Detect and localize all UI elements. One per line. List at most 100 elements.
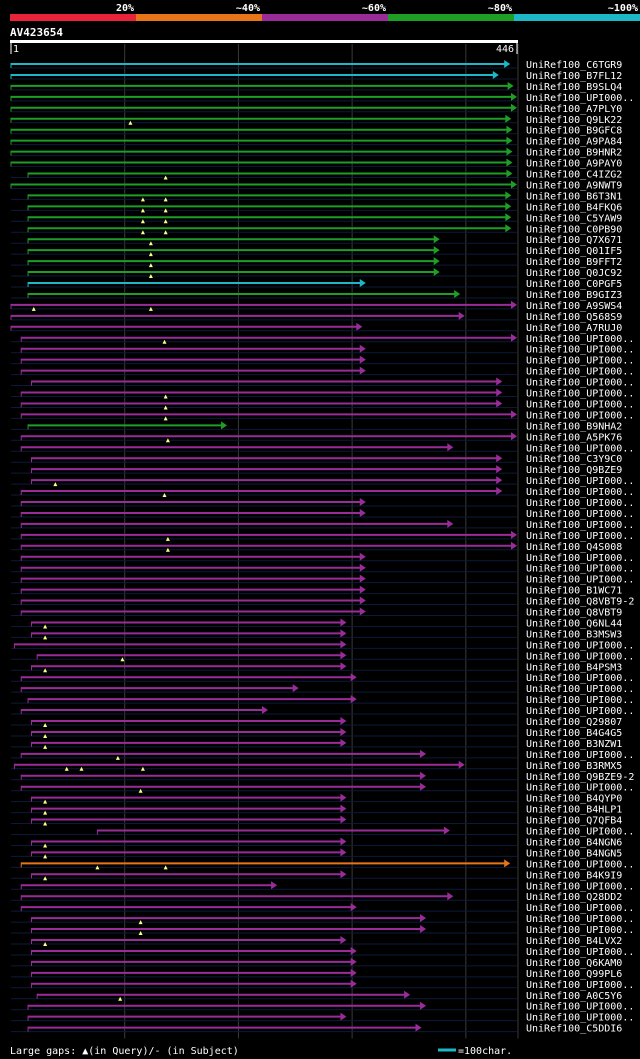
- hit-label[interactable]: UniRef100_A9PA84: [526, 137, 622, 148]
- hit-label[interactable]: UniRef100_UPI000..: [526, 356, 634, 367]
- hit-label[interactable]: UniRef100_Q9BZE9: [526, 465, 622, 476]
- hit-row[interactable]: UniRef100_UPI000..: [11, 355, 634, 367]
- hit-row[interactable]: UniRef100_UPI000..: [11, 706, 634, 717]
- hit-row[interactable]: UniRef100_UPI000..: [11, 508, 634, 520]
- hit-row[interactable]: UniRef100_UPI000..: [11, 1012, 634, 1024]
- hit-label[interactable]: UniRef100_UPI000..: [526, 378, 634, 389]
- hit-label[interactable]: UniRef100_B9NHA2: [526, 421, 622, 432]
- hit-row[interactable]: UniRef100_UPI000..: [11, 399, 634, 410]
- hit-row[interactable]: UniRef100_Q568S9: [10, 311, 622, 323]
- hit-row[interactable]: UniRef100_Q7X671: [11, 235, 622, 246]
- hit-label[interactable]: UniRef100_UPI000..: [526, 498, 634, 509]
- hit-label[interactable]: UniRef100_UPI000..: [526, 640, 634, 651]
- hit-label[interactable]: UniRef100_Q8VBT9: [526, 608, 622, 619]
- hit-label[interactable]: UniRef100_Q6KAM0: [526, 958, 622, 969]
- hit-label[interactable]: UniRef100_B3MSW3: [526, 629, 622, 640]
- hit-row[interactable]: UniRef100_B4NGN6: [11, 837, 622, 848]
- hit-label[interactable]: UniRef100_B4FKQ6: [526, 202, 622, 213]
- hit-row[interactable]: UniRef100_UPI000..: [11, 1001, 634, 1013]
- hit-label[interactable]: UniRef100_B4K9I9: [526, 870, 622, 881]
- hit-row[interactable]: UniRef100_UPI000..: [11, 749, 634, 761]
- hit-label[interactable]: UniRef100_A7PLY0: [526, 104, 622, 115]
- hit-label[interactable]: UniRef100_UPI000..: [526, 399, 634, 410]
- hit-label[interactable]: UniRef100_C0PB90: [526, 224, 622, 235]
- hit-row[interactable]: UniRef100_Q7QFB4: [11, 815, 622, 827]
- hit-row[interactable]: UniRef100_UPI000..: [11, 377, 634, 389]
- hit-row[interactable]: UniRef100_A7RUJ0: [10, 322, 622, 334]
- hit-row[interactable]: UniRef100_B4LVX2: [11, 936, 622, 947]
- hit-row[interactable]: UniRef100_UPI000..: [11, 574, 634, 586]
- hit-label[interactable]: UniRef100_C4IZG2: [526, 170, 622, 181]
- hit-label[interactable]: UniRef100_Q9BZE9-2: [526, 772, 634, 783]
- hit-label[interactable]: UniRef100_B3RMX5: [526, 761, 622, 772]
- hit-row[interactable]: UniRef100_B4HLP1: [11, 804, 622, 816]
- hit-row[interactable]: UniRef100_UPI000..: [11, 881, 634, 892]
- hit-row[interactable]: UniRef100_C0PB90: [11, 224, 622, 235]
- hit-row[interactable]: UniRef100_Q29807: [11, 717, 622, 728]
- hit-row[interactable]: UniRef100_UPI000..: [11, 443, 634, 454]
- hit-row[interactable]: UniRef100_UPI000..: [11, 925, 634, 936]
- hit-row[interactable]: UniRef100_UPI000..: [11, 684, 634, 695]
- hit-label[interactable]: UniRef100_UPI000..: [526, 925, 634, 936]
- hit-label[interactable]: UniRef100_UPI000..: [526, 947, 634, 958]
- hit-label[interactable]: UniRef100_B9GIZ3: [526, 290, 622, 301]
- hit-label[interactable]: UniRef100_UPI000..: [526, 1002, 634, 1013]
- hit-label[interactable]: UniRef100_B4QYP0: [526, 794, 622, 805]
- hit-row[interactable]: UniRef100_Q8VBT9-2: [11, 596, 634, 608]
- hit-label[interactable]: UniRef100_UPI000..: [526, 706, 634, 717]
- hit-row[interactable]: UniRef100_B9NHA2: [11, 421, 622, 432]
- hit-row[interactable]: UniRef100_B4FKQ6: [11, 202, 622, 213]
- hit-label[interactable]: UniRef100_B9FFT2: [526, 257, 622, 268]
- hit-label[interactable]: UniRef100_Q7QFB4: [526, 816, 622, 827]
- hit-row[interactable]: UniRef100_B4PSM3: [11, 662, 622, 673]
- hit-row[interactable]: UniRef100_B4QYP0: [11, 793, 622, 805]
- hit-row[interactable]: UniRef100_Q99PL6: [11, 968, 622, 980]
- hit-label[interactable]: UniRef100_Q0JC92: [526, 268, 622, 279]
- hit-row[interactable]: UniRef100_B4NGN5: [11, 848, 622, 859]
- hit-label[interactable]: UniRef100_Q9LK22: [526, 115, 622, 126]
- hit-label[interactable]: UniRef100_B4NGN5: [526, 848, 622, 859]
- hit-label[interactable]: UniRef100_UPI000..: [526, 389, 634, 400]
- hit-label[interactable]: UniRef100_A9PAY0: [526, 159, 622, 170]
- hit-label[interactable]: UniRef100_UPI000..: [526, 410, 634, 421]
- hit-label[interactable]: UniRef100_A5PK76: [526, 432, 622, 443]
- hit-row[interactable]: UniRef100_C4IZG2: [11, 169, 622, 181]
- hit-label[interactable]: UniRef100_UPI000..: [526, 334, 634, 345]
- hit-label[interactable]: UniRef100_UPI000..: [526, 695, 634, 706]
- hit-label[interactable]: UniRef100_A9NWT9: [526, 180, 622, 191]
- hit-label[interactable]: UniRef100_Q29807: [526, 717, 622, 728]
- hit-row[interactable]: UniRef100_Q6NL44: [11, 618, 622, 629]
- hit-row[interactable]: UniRef100_B9FFT2: [11, 257, 622, 268]
- hit-label[interactable]: UniRef100_Q7X671: [526, 235, 622, 246]
- hit-label[interactable]: UniRef100_B4G4G5: [526, 728, 622, 739]
- hit-row[interactable]: UniRef100_UPI000..: [11, 552, 634, 564]
- hit-label[interactable]: UniRef100_Q8VBT9-2: [526, 597, 634, 608]
- hit-row[interactable]: UniRef100_B1WC71: [11, 585, 622, 597]
- hit-row[interactable]: UniRef100_B9GIZ3: [11, 289, 622, 301]
- hit-row[interactable]: UniRef100_UPI000..: [11, 826, 634, 838]
- hit-row[interactable]: UniRef100_B3RMX5: [11, 760, 622, 772]
- hit-label[interactable]: UniRef100_Q99PL6: [526, 969, 622, 980]
- hit-label[interactable]: UniRef100_UPI000..: [526, 684, 634, 695]
- hit-row[interactable]: UniRef100_UPI000..: [11, 914, 634, 925]
- hit-row[interactable]: UniRef100_UPI000..: [11, 487, 634, 498]
- hit-row[interactable]: UniRef100_A0C5Y6: [11, 990, 622, 1002]
- hit-label[interactable]: UniRef100_UPI000..: [526, 553, 634, 564]
- hit-label[interactable]: UniRef100_UPI000..: [526, 859, 634, 870]
- hit-label[interactable]: UniRef100_UPI000..: [526, 531, 634, 542]
- hit-row[interactable]: UniRef100_B9SLQ4: [10, 81, 622, 93]
- hit-row[interactable]: UniRef100_B4K9I9: [11, 870, 622, 881]
- hit-label[interactable]: UniRef100_UPI000..: [526, 914, 634, 925]
- hit-row[interactable]: UniRef100_B7FL12: [10, 70, 622, 82]
- hit-row[interactable]: UniRef100_B3MSW3: [11, 629, 622, 640]
- hit-label[interactable]: UniRef100_Q4S008: [526, 542, 622, 553]
- hit-label[interactable]: UniRef100_B1WC71: [526, 586, 622, 597]
- hit-row[interactable]: UniRef100_UPI000..: [11, 530, 634, 542]
- hit-row[interactable]: UniRef100_Q28DD2: [11, 892, 622, 903]
- hit-row[interactable]: UniRef100_Q01IF5: [11, 246, 622, 257]
- hit-row[interactable]: UniRef100_C5DDI6: [11, 1023, 622, 1035]
- hit-row[interactable]: UniRef100_UPI000..: [11, 903, 634, 914]
- hit-label[interactable]: UniRef100_UPI000..: [526, 903, 634, 914]
- hit-label[interactable]: UniRef100_B4LVX2: [526, 936, 622, 947]
- hit-label[interactable]: UniRef100_C5DDI6: [526, 1024, 622, 1035]
